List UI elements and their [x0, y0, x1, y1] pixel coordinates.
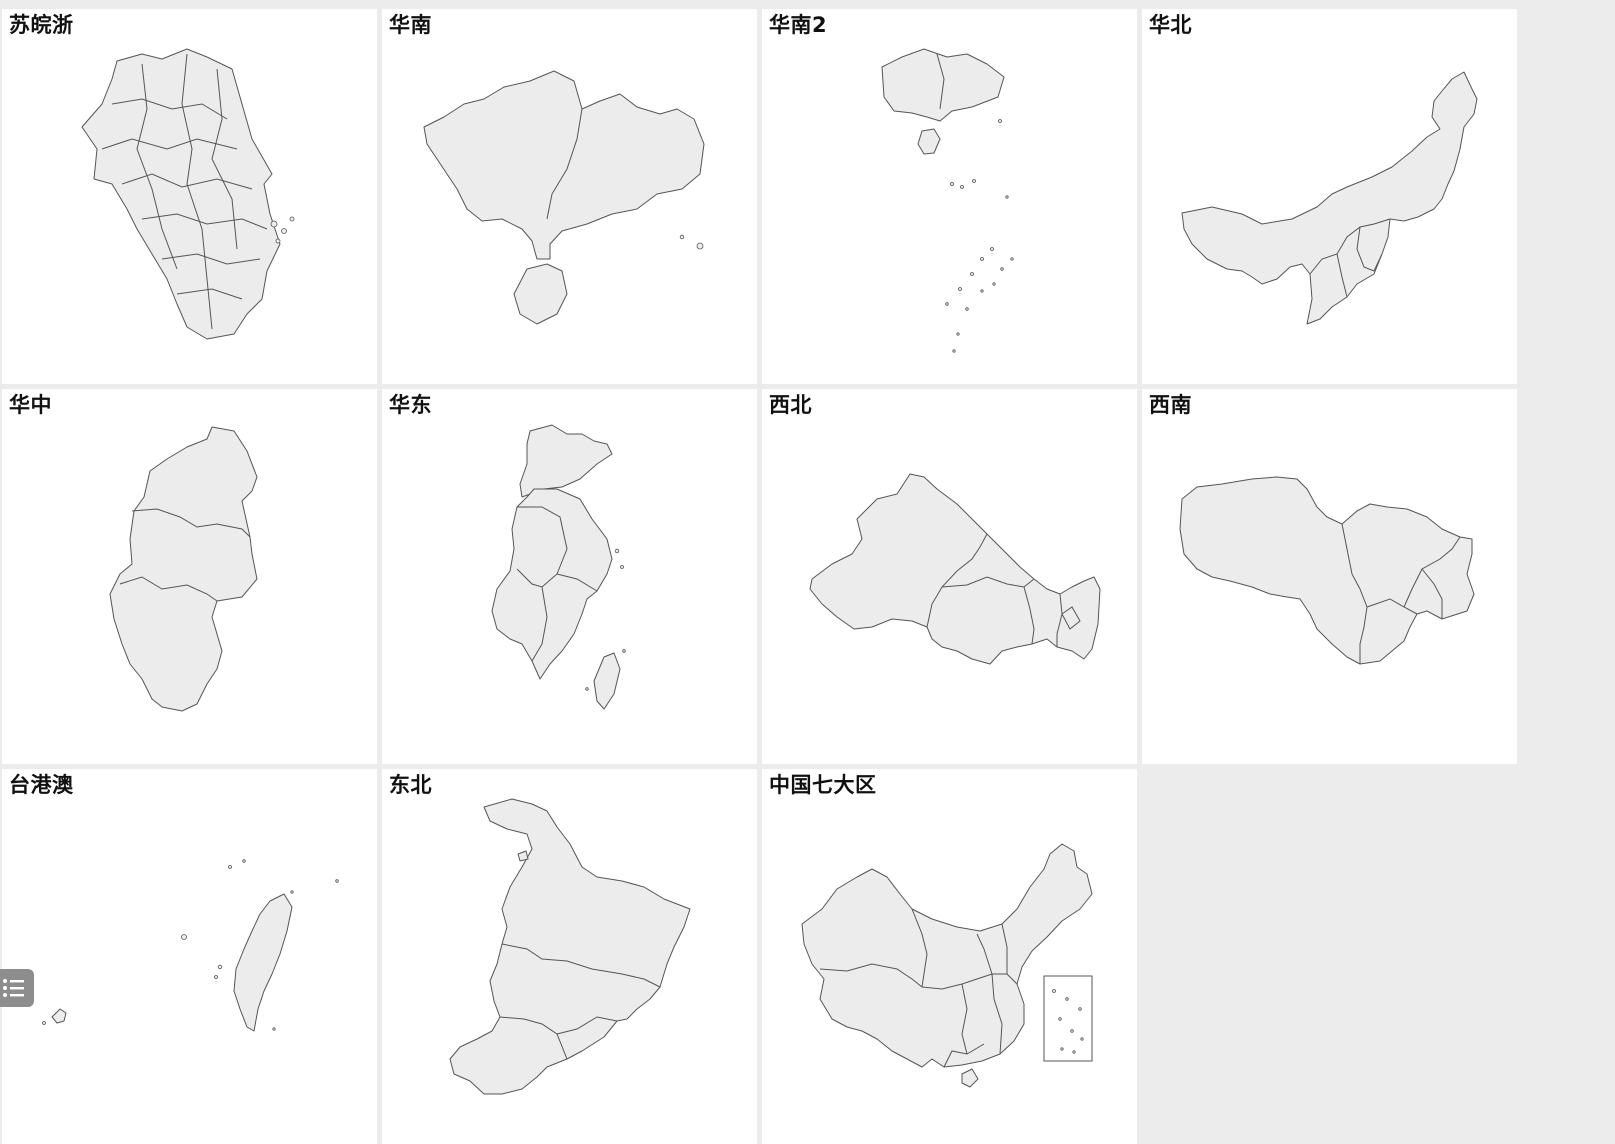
xibei-map-icon	[809, 473, 1101, 665]
huadong-map-icon	[491, 424, 626, 710]
list-menu-icon	[3, 979, 24, 997]
map-title: 华东	[389, 393, 432, 417]
map-tile-xinan[interactable]: 西南	[1142, 389, 1517, 764]
map-tile-huadong[interactable]: 华东	[382, 389, 757, 764]
map-tile-china7[interactable]: 中国七大区	[762, 769, 1137, 1144]
map-title: 苏皖浙	[9, 13, 74, 37]
china-seven-regions-map-icon	[801, 843, 1093, 1088]
map-title: 华中	[9, 393, 52, 417]
list-menu-button[interactable]	[0, 969, 34, 1007]
xinan-map-icon	[1179, 476, 1475, 665]
map-title: 华南	[389, 13, 432, 37]
map-title: 西北	[769, 393, 812, 417]
su-wan-zhe-map-icon	[81, 48, 295, 340]
map-tile-huazhong[interactable]: 华中	[2, 389, 377, 764]
dongbei-map-icon	[449, 798, 691, 1095]
map-tile-suwanzhe[interactable]: 苏皖浙	[2, 9, 377, 384]
taigangao-map-icon	[42, 859, 339, 1032]
huabei-map-icon	[1181, 71, 1478, 325]
map-tile-xibei[interactable]: 西北	[762, 389, 1137, 764]
huanan2-islands-map-icon	[881, 48, 1014, 353]
map-tile-huanan2[interactable]: 华南2	[762, 9, 1137, 384]
map-tile-huabei[interactable]: 华北	[1142, 9, 1517, 384]
map-tile-huanan[interactable]: 华南	[382, 9, 757, 384]
map-title: 西南	[1149, 393, 1192, 417]
map-title: 东北	[389, 773, 432, 797]
map-tile-taigangao[interactable]: 台港澳	[2, 769, 377, 1144]
map-title: 中国七大区	[769, 773, 877, 797]
map-title: 华北	[1149, 13, 1192, 37]
map-tile-dongbei[interactable]: 东北	[382, 769, 757, 1144]
map-title: 台港澳	[9, 773, 74, 797]
map-title: 华南2	[769, 13, 828, 37]
huazhong-map-icon	[109, 426, 258, 712]
huanan-map-icon	[423, 70, 705, 325]
